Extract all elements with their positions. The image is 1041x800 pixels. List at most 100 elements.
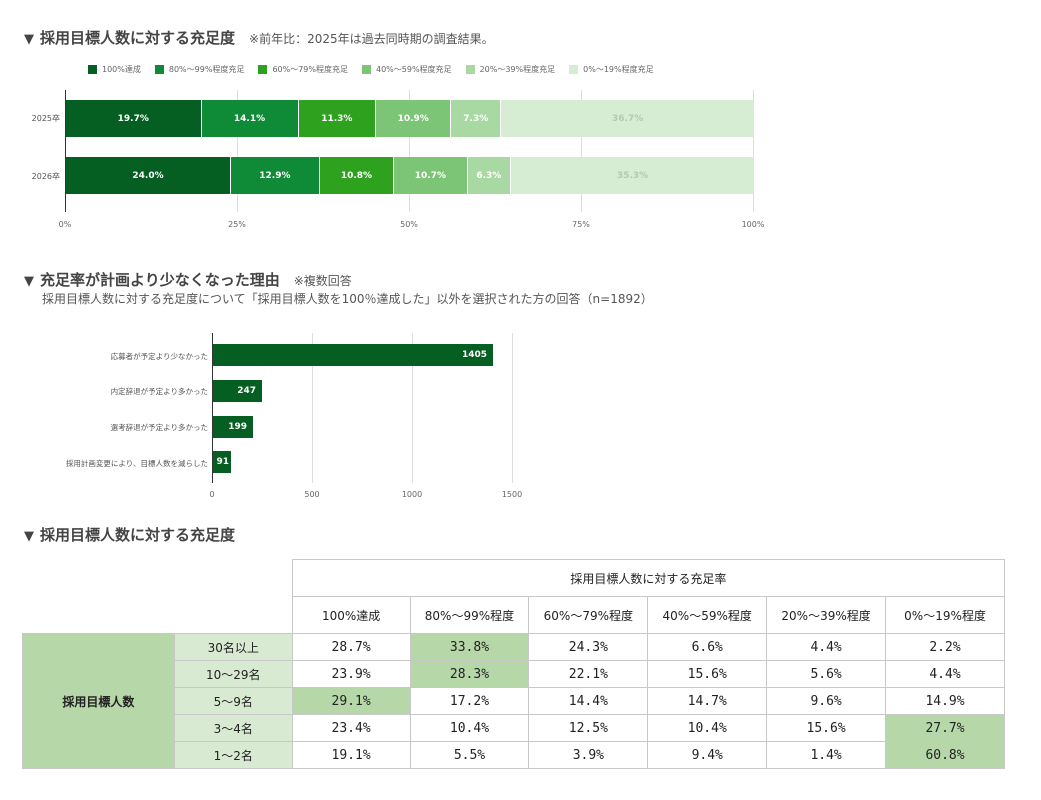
section2-note: ※複数回答 xyxy=(293,274,352,288)
x-tick-label: 50% xyxy=(400,220,418,229)
table-cell: 14.7% xyxy=(647,687,768,715)
row-label: 3〜4名 xyxy=(173,714,293,742)
gridline xyxy=(237,90,238,212)
legend-item: 100%達成 xyxy=(88,64,141,75)
legend-item: 60%〜79%程度充足 xyxy=(258,64,348,75)
table-cell: 5.6% xyxy=(766,660,887,688)
legend-label: 100%達成 xyxy=(102,65,141,74)
table-cell: 23.9% xyxy=(291,660,411,688)
y-axis-line xyxy=(212,333,213,483)
section3-title: 採用目標人数に対する充足度 xyxy=(40,526,236,544)
legend-label: 0%〜19%程度充足 xyxy=(583,65,654,74)
bar: 199 xyxy=(213,416,253,438)
bar-segment: 36.7% xyxy=(501,100,754,137)
table-cell: 14.9% xyxy=(885,687,1005,715)
x-tick-label: 0% xyxy=(58,220,72,229)
table-cell: 14.4% xyxy=(528,687,649,715)
table-cell-highlight: 33.8% xyxy=(409,633,530,661)
table-cell: 10.4% xyxy=(409,714,530,742)
table-cell-highlight: 28.3% xyxy=(409,660,530,688)
bar-segment: 10.7% xyxy=(394,157,468,194)
legend-item: 20%〜39%程度充足 xyxy=(465,64,555,75)
table-cell: 4.4% xyxy=(885,660,1005,688)
x-tick-label: 0 xyxy=(209,490,215,499)
table-cell: 24.3% xyxy=(528,633,649,661)
stacked-bar-2025: 19.7% 14.1% 11.3% 10.9% 7.3% 36.7% xyxy=(66,100,754,137)
bar-category-label: 応募者が予定より少なかった xyxy=(110,352,208,361)
table-row: 3〜4名 23.4% 10.4% 12.5% 10.4% 15.6% 27.7% xyxy=(23,714,1005,742)
column-header: 80%〜99%程度 xyxy=(409,596,530,634)
table-row: 5〜9名 29.1% 17.2% 14.4% 14.7% 9.6% 14.9% xyxy=(23,687,1005,715)
bar-segment: 14.1% xyxy=(201,100,299,137)
column-header: 40%〜59%程度 xyxy=(647,596,768,634)
row-label: 2025卒 xyxy=(31,114,60,123)
legend-item: 40%〜59%程度充足 xyxy=(362,64,452,75)
table-row: 1〜2名 19.1% 5.5% 3.9% 9.4% 1.4% 60.8% xyxy=(23,741,1005,769)
section1-title: 採用目標人数に対する充足度 xyxy=(40,29,236,47)
bar-segment: 35.3% xyxy=(510,157,754,194)
table-cell: 1.4% xyxy=(766,741,887,769)
row-label: 10〜29名 xyxy=(173,660,293,688)
legend-item: 0%〜19%程度充足 xyxy=(569,64,654,75)
x-tick-label: 1000 xyxy=(401,490,423,499)
table-cell-highlight: 27.7% xyxy=(885,714,1005,742)
table-cell: 12.5% xyxy=(528,714,649,742)
row-label: 2026卒 xyxy=(31,172,60,181)
column-header: 100%達成 xyxy=(291,596,411,634)
row-label: 30名以上 xyxy=(173,633,293,661)
stacked-bar-2026: 24.0% 12.9% 10.8% 10.7% 6.3% 35.3% xyxy=(66,157,754,194)
gridline xyxy=(412,333,413,483)
stacked-chart-legend: 100%達成 80%〜99%程度充足 60%〜79%程度充足 40%〜59%程度… xyxy=(88,64,654,75)
gridline xyxy=(409,90,410,212)
table-cell: 10.4% xyxy=(647,714,768,742)
gridline xyxy=(512,333,513,483)
table-cell: 6.6% xyxy=(647,633,768,661)
bar-segment: 19.7% xyxy=(66,100,202,137)
legend-label: 40%〜59%程度充足 xyxy=(376,65,452,74)
legend-swatch-icon xyxy=(465,65,475,74)
row-group-label: 採用目標人数 xyxy=(22,633,175,769)
bar-segment: 11.3% xyxy=(298,100,377,137)
table-cell: 4.4% xyxy=(766,633,887,661)
x-tick-label: 500 xyxy=(304,490,320,499)
triangle-down-icon: ▼ xyxy=(24,32,34,47)
gridline xyxy=(581,90,582,212)
x-tick-label: 25% xyxy=(228,220,246,229)
legend-swatch-icon xyxy=(258,65,268,74)
table-row: 10〜29名 23.9% 28.3% 22.1% 15.6% 5.6% 4.4% xyxy=(23,660,1005,688)
legend-swatch-icon xyxy=(88,65,97,74)
bar: 247 xyxy=(213,380,262,402)
legend-swatch-icon xyxy=(362,65,371,74)
bar-segment: 10.8% xyxy=(319,157,395,194)
table-corner xyxy=(23,560,293,634)
table-cell: 15.6% xyxy=(647,660,768,688)
row-label: 5〜9名 xyxy=(173,687,293,715)
bar-segment: 7.3% xyxy=(451,100,502,137)
gridline xyxy=(753,90,754,212)
table-cell: 9.6% xyxy=(766,687,887,715)
bar: 1405 xyxy=(213,344,493,366)
section1-heading: ▼ 採用目標人数に対する充足度 ※前年比：2025年は過去同時期の調査結果。 xyxy=(24,27,494,48)
legend-swatch-icon xyxy=(154,65,164,74)
x-tick-label: 100% xyxy=(741,220,765,229)
table-cell: 17.2% xyxy=(409,687,530,715)
legend-item: 80%〜99%程度充足 xyxy=(154,64,244,75)
bar-category-label: 選考辞退が予定より多かった xyxy=(110,423,208,432)
legend-swatch-icon xyxy=(569,65,579,74)
y-axis-line xyxy=(65,90,66,212)
bar-category-label: 採用計画変更により、目標人数を減らした xyxy=(65,459,208,468)
table-cell: 3.9% xyxy=(528,741,649,769)
bar: 91 xyxy=(213,451,231,473)
bar-category-label: 内定辞退が予定より多かった xyxy=(110,387,208,396)
column-header: 0%〜19%程度 xyxy=(885,596,1005,634)
table-group-header: 採用目標人数に対する充足率 xyxy=(291,559,1006,597)
bar-segment: 24.0% xyxy=(66,157,231,194)
table-cell: 23.4% xyxy=(291,714,411,742)
table-cell: 15.6% xyxy=(766,714,887,742)
x-tick-label: 1500 xyxy=(501,490,523,499)
table-cell-highlight: 60.8% xyxy=(885,741,1005,769)
section2-title: 充足率が計画より少なくなった理由 xyxy=(40,271,280,289)
x-tick-label: 75% xyxy=(572,220,590,229)
section3-heading: ▼ 採用目標人数に対する充足度 xyxy=(24,524,235,545)
table-cell: 22.1% xyxy=(528,660,649,688)
